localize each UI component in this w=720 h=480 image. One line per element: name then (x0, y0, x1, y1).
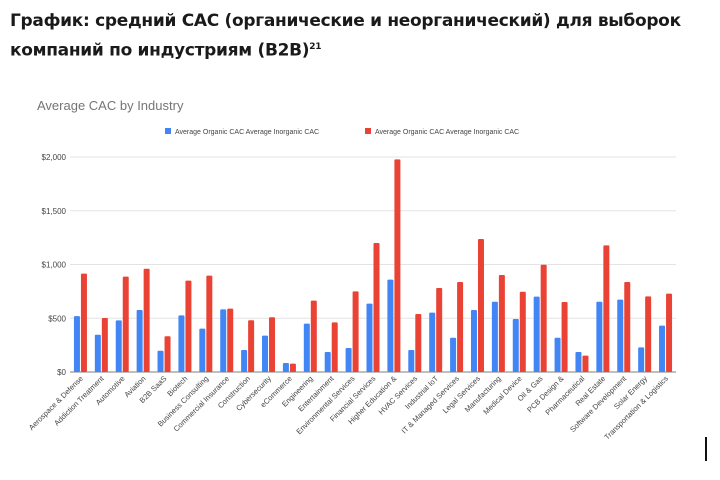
bar-organic (303, 323, 310, 372)
bar-inorganic (498, 275, 505, 372)
y-tick-label: $0 (57, 368, 66, 377)
bar-inorganic (227, 308, 234, 372)
bar-inorganic (436, 288, 443, 372)
bar-inorganic (310, 300, 317, 372)
bar-inorganic (269, 317, 276, 372)
bar-organic (596, 301, 603, 372)
bar-organic (220, 309, 227, 372)
bar-organic (408, 349, 415, 372)
bar-organic (345, 348, 352, 372)
bar-organic (115, 320, 122, 372)
bar-inorganic (164, 336, 171, 372)
footnote-ref[interactable]: 21 (309, 42, 322, 52)
legend: Average Organic CAC Average Inorganic CA… (165, 128, 519, 136)
bar-inorganic (373, 243, 380, 372)
bar-inorganic (185, 280, 192, 372)
bar-inorganic (666, 293, 673, 372)
bar-organic (262, 335, 269, 372)
bar-organic (491, 301, 498, 372)
bar-inorganic (143, 268, 150, 372)
bar-organic (157, 350, 164, 372)
bar-organic (554, 337, 561, 372)
legend-label-0: Average Organic CAC Average Inorganic CA… (175, 129, 319, 136)
legend-swatch-0 (165, 128, 171, 134)
bar-organic (282, 362, 289, 372)
y-tick-label: $1,500 (42, 207, 67, 216)
bar-organic (533, 296, 540, 372)
heading-text: График: средний CAC (органические и неор… (10, 11, 681, 61)
bar-inorganic (80, 273, 87, 372)
bar-organic (575, 352, 582, 372)
page-heading: График: средний CAC (органические и неор… (10, 8, 710, 64)
y-tick-label: $2,000 (42, 153, 67, 162)
bar-inorganic (477, 239, 484, 372)
bar-inorganic (331, 322, 338, 372)
legend-swatch-1 (365, 128, 371, 134)
bar-organic (617, 299, 624, 372)
bar-inorganic (352, 291, 359, 372)
bar-inorganic (624, 282, 631, 372)
bar-inorganic (289, 363, 296, 372)
bar-inorganic (519, 291, 526, 372)
bar-inorganic (540, 264, 547, 372)
bar-organic (94, 334, 101, 372)
y-tick-label: $1,000 (42, 261, 67, 270)
bar-organic (178, 315, 185, 372)
bar-organic (136, 309, 143, 372)
bar-organic (659, 325, 666, 372)
bar-organic (638, 347, 645, 372)
bar-inorganic (122, 276, 129, 372)
bar-inorganic (206, 275, 213, 372)
chart-title: Average CAC by Industry (37, 98, 184, 113)
bar-inorganic (645, 296, 652, 372)
bar-organic (324, 352, 331, 372)
legend-label-1: Average Organic CAC Average Inorganic CA… (375, 129, 519, 136)
bar-inorganic (394, 159, 401, 372)
bar-inorganic (101, 318, 108, 372)
bar-organic (73, 316, 80, 372)
bar-inorganic (582, 355, 589, 372)
bar-inorganic (603, 245, 610, 372)
bar-inorganic (248, 320, 255, 372)
bar-inorganic (457, 282, 464, 372)
bar-inorganic (561, 302, 568, 372)
bar-organic (387, 279, 394, 372)
bar-organic (199, 328, 206, 372)
bar-organic (366, 303, 373, 372)
bar-organic (470, 309, 477, 372)
y-tick-label: $500 (48, 314, 66, 323)
text-cursor (705, 437, 707, 461)
bar-organic (450, 337, 457, 372)
bar-organic (512, 319, 519, 372)
bar-organic (429, 312, 436, 372)
bar-organic (241, 349, 248, 372)
bar-inorganic (415, 313, 422, 372)
